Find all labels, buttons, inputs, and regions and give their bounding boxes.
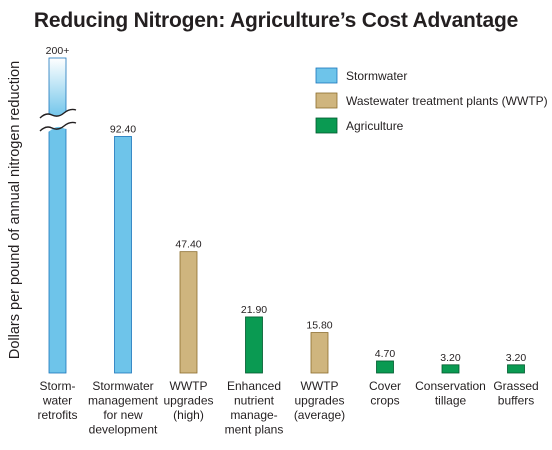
chart-title: Reducing Nitrogen: Agriculture’s Cost Ad… [33, 9, 519, 32]
category-labels: Storm-water retrofits Stormwater management… [37, 379, 538, 437]
category-label-8: Grassed buffers [493, 379, 538, 408]
bar-3 [179, 251, 198, 374]
value-labels: 200+ 92.40 47.40 21.90 15.80 4.70 3.20 3.20 [46, 45, 527, 364]
bars-layer [39, 57, 525, 374]
legend-swatch-1 [315, 67, 338, 84]
legend-swatch-2 [315, 92, 338, 109]
category-label-4: Enhanced nutrient manage-ment plans [225, 379, 284, 437]
category-label-2: Stormwater management for new development [88, 379, 159, 437]
legend-label-1: Stormwater [346, 69, 407, 83]
category-label-1: Storm-water retrofits [37, 379, 77, 422]
value-label-2: 92.40 [110, 123, 136, 135]
axis-break-line-upper [39, 108, 77, 119]
value-label-7: 3.20 [440, 352, 461, 364]
y-axis-label: Dollars per pound of annual nitrogen red… [7, 61, 23, 359]
legend-swatch-3 [315, 117, 338, 134]
category-label-3: WWTP upgrades (high) [163, 379, 213, 422]
bar-1-upper [48, 57, 67, 119]
bar-1 [48, 113, 67, 374]
legend: Stormwater Wastewater treatment plants (W… [315, 67, 548, 134]
category-label-7: Conservation tillage [415, 379, 486, 408]
value-label-5: 15.80 [306, 320, 332, 332]
bar-8 [507, 364, 525, 374]
value-label-3: 47.40 [175, 239, 201, 251]
category-label-6: Cover crops [369, 379, 401, 408]
value-label-8: 3.20 [506, 352, 527, 364]
category-label-5: WWTP upgrades (average) [294, 379, 345, 422]
value-label-4: 21.90 [241, 304, 267, 316]
axis-break-line-lower [39, 121, 77, 132]
value-label-6: 4.70 [375, 348, 396, 360]
bar-7 [441, 364, 460, 374]
bar-6 [376, 360, 394, 374]
bar-4 [245, 316, 263, 374]
legend-label-3: Agriculture [346, 119, 404, 133]
value-label-1: 200+ [46, 45, 70, 57]
bar-2 [114, 136, 132, 374]
legend-label-2: Wastewater treatment plants (WWTP) [346, 94, 548, 108]
bar-5 [310, 332, 329, 374]
